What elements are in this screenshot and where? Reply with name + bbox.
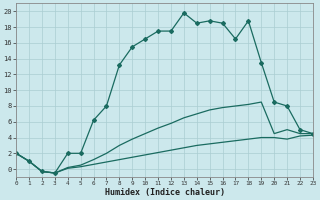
X-axis label: Humidex (Indice chaleur): Humidex (Indice chaleur): [105, 188, 225, 197]
